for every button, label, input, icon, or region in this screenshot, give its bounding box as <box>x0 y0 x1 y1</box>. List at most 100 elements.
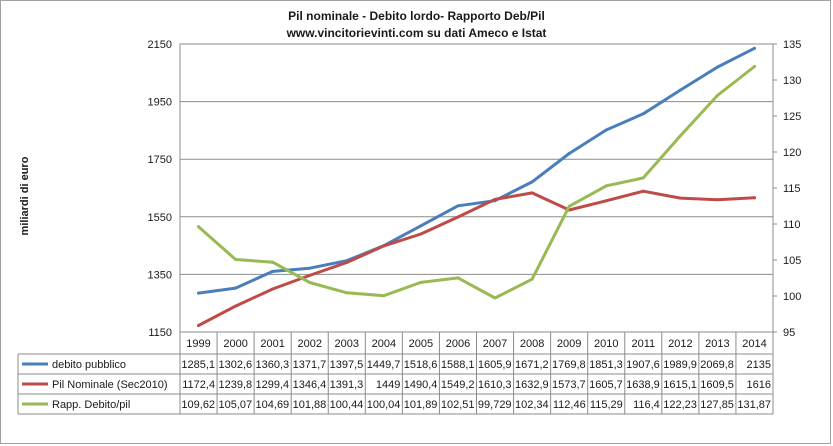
y-tick-label: 1950 <box>148 97 172 109</box>
data-label: 1299,4 <box>256 379 290 391</box>
data-label: 1549,2 <box>441 379 475 391</box>
data-label: 116,4 <box>633 399 660 411</box>
data-label: 104,69 <box>256 399 290 411</box>
data-point <box>678 196 682 200</box>
data-label: 109,62 <box>181 399 215 411</box>
data-label: 131,87 <box>737 399 771 411</box>
data-label: 99,729 <box>478 399 512 411</box>
data-point <box>567 204 571 208</box>
data-label: 1285,1 <box>181 359 215 371</box>
data-point <box>308 273 312 277</box>
data-label: 1371,7 <box>293 359 327 371</box>
y2-tick-label: 115 <box>783 183 801 195</box>
y-tick-label: 1750 <box>148 154 172 166</box>
data-point <box>197 324 201 328</box>
data-point <box>493 197 497 201</box>
x-tick-label: 2011 <box>631 338 655 350</box>
x-tick-label: 2009 <box>557 338 581 350</box>
data-label: 101,88 <box>293 399 327 411</box>
data-point <box>456 215 460 219</box>
data-point <box>641 176 645 180</box>
data-point <box>234 257 238 261</box>
data-point <box>419 232 423 236</box>
data-label: 1302,6 <box>218 359 252 371</box>
y2-tick-label: 105 <box>783 255 801 267</box>
data-label: 122,23 <box>663 399 697 411</box>
chart-subtitle: www.vincitorievinti.com su dati Ameco e … <box>286 26 547 40</box>
data-label: 102,51 <box>441 399 475 411</box>
data-point <box>382 244 386 248</box>
data-point <box>308 280 312 284</box>
y-tick-label: 1350 <box>148 269 172 281</box>
data-point <box>456 276 460 280</box>
data-label: 102,34 <box>515 399 549 411</box>
x-tick-label: 2000 <box>223 338 247 350</box>
data-point <box>715 198 719 202</box>
data-point <box>271 287 275 291</box>
data-point <box>493 296 497 300</box>
legend-label: Rapp. Debito/pil <box>52 399 130 411</box>
data-point <box>715 93 719 97</box>
x-tick-label: 2013 <box>705 338 729 350</box>
x-tick-label: 2005 <box>409 338 433 350</box>
data-label: 105,07 <box>218 399 252 411</box>
data-point <box>234 286 238 290</box>
x-tick-label: 2012 <box>668 338 692 350</box>
data-point <box>752 46 756 50</box>
y-tick-label: 2150 <box>148 39 172 51</box>
y2-tick-label: 120 <box>783 147 801 159</box>
data-label: 1449 <box>376 379 400 391</box>
data-label: 1588,1 <box>441 359 475 371</box>
x-tick-label: 1999 <box>186 338 210 350</box>
data-point <box>567 151 571 155</box>
data-label: 2069,8 <box>700 359 734 371</box>
y-tick-label: 1550 <box>148 212 172 224</box>
data-point <box>752 65 756 69</box>
data-label: 1346,4 <box>293 379 327 391</box>
data-point <box>530 277 534 281</box>
chart-title: Pil nominale - Debito lordo- Rapporto De… <box>288 9 545 23</box>
y2-tick-label: 130 <box>783 75 801 87</box>
data-label: 2135 <box>747 359 771 371</box>
x-tick-label: 2006 <box>446 338 470 350</box>
data-point <box>641 189 645 193</box>
data-point <box>604 184 608 188</box>
data-point <box>271 269 275 273</box>
data-point <box>308 266 312 270</box>
data-label: 1609,5 <box>700 379 734 391</box>
data-label: 115,29 <box>590 399 623 411</box>
data-label: 1632,9 <box>515 379 549 391</box>
legend-label: debito pubblico <box>52 359 126 371</box>
x-tick-label: 2007 <box>483 338 507 350</box>
series-line-3 <box>197 65 756 300</box>
data-label: 127,85 <box>700 399 734 411</box>
data-point <box>271 260 275 264</box>
data-point <box>715 65 719 69</box>
data-point <box>678 88 682 92</box>
y2-tick-label: 100 <box>783 291 801 303</box>
data-label: 1490,4 <box>404 379 438 391</box>
y2-tick-label: 135 <box>783 39 801 51</box>
data-point <box>419 224 423 228</box>
y-tick-label: 1150 <box>148 327 172 339</box>
x-tick-label: 2001 <box>260 338 284 350</box>
data-point <box>382 294 386 298</box>
data-label: 112,46 <box>553 399 586 411</box>
series-line-2 <box>197 189 756 327</box>
data-label: 100,44 <box>330 399 364 411</box>
y2-tick-label: 110 <box>783 219 801 231</box>
data-label: 1605,7 <box>589 379 623 391</box>
data-label: 1397,5 <box>330 359 364 371</box>
data-point <box>345 291 349 295</box>
data-label: 1360,3 <box>256 359 290 371</box>
data-label: 1610,3 <box>478 379 512 391</box>
data-label: 1615,1 <box>663 379 697 391</box>
x-tick-label: 2002 <box>297 338 321 350</box>
data-label: 1573,7 <box>552 379 586 391</box>
data-point <box>752 196 756 200</box>
x-tick-label: 2014 <box>742 338 766 350</box>
x-tick-label: 2004 <box>372 338 396 350</box>
data-label: 1518,6 <box>404 359 438 371</box>
